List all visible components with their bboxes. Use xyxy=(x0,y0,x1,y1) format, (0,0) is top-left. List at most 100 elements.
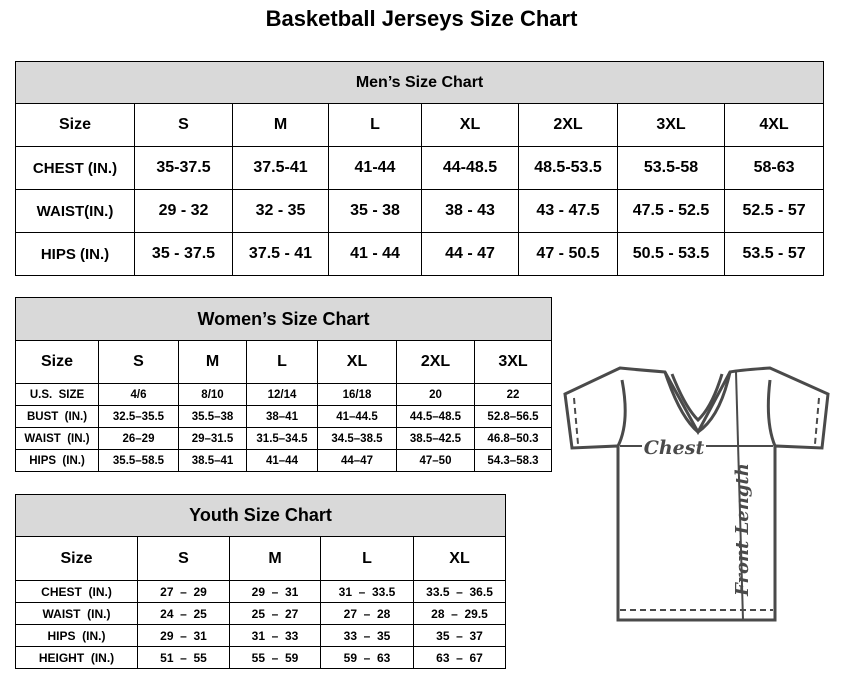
front-length-label: Front Length xyxy=(732,463,753,597)
row-label: HEIGHT (IN.) xyxy=(15,646,138,669)
table-cell: 50.5 - 53.5 xyxy=(617,232,725,276)
table-cell: 35 - 37.5 xyxy=(134,232,233,276)
column-header: 2XL xyxy=(396,340,475,384)
column-header: M xyxy=(229,536,321,581)
table-heading: Men’s Size Chart xyxy=(14,61,825,104)
table-cell: 24 – 25 xyxy=(137,602,230,625)
column-header: M xyxy=(232,103,329,147)
row-label: WAIST(IN.) xyxy=(15,189,135,233)
table-cell: 38.5–42.5 xyxy=(396,427,475,450)
table-cell: 29–31.5 xyxy=(178,427,247,450)
chest-label: Chest xyxy=(644,437,705,459)
table-row: U.S. SIZE 4/6 8/10 12/14 16/18 20 22 xyxy=(15,383,553,406)
table-cell: 16/18 xyxy=(317,383,397,406)
column-header: L xyxy=(246,340,318,384)
column-header: XL xyxy=(412,536,507,581)
column-header: Size xyxy=(15,340,99,384)
row-label: HIPS (IN.) xyxy=(15,232,135,276)
table-cell: 32 - 35 xyxy=(232,189,329,233)
table-cell: 43 - 47.5 xyxy=(518,189,618,233)
table-row: HIPS (IN.) 35 - 37.5 37.5 - 41 41 - 44 44 - … xyxy=(15,232,825,276)
table-cell: 4/6 xyxy=(98,383,179,406)
table-cell: 44 - 47 xyxy=(421,232,519,276)
table-row: CHEST (IN.) 35-37.5 37.5-41 41-44 44-48.5 48.… xyxy=(15,146,825,190)
table-row: HIPS (IN.) 29 – 31 31 – 33 33 – 35 35 – 37 xyxy=(15,624,507,647)
table-heading: Youth Size Chart xyxy=(14,494,507,537)
column-header: L xyxy=(328,103,422,147)
table-row: WAIST (IN.) 26–29 29–31.5 31.5–34.5 34.5–38.… xyxy=(15,427,553,450)
row-label: CHEST (IN.) xyxy=(15,146,135,190)
table-cell: 31.5–34.5 xyxy=(246,427,318,450)
page-title: Basketball Jerseys Size Chart xyxy=(265,6,578,31)
table-cell: 44-48.5 xyxy=(421,146,519,190)
table-cell: 63 – 67 xyxy=(412,646,507,669)
table-cell: 20 xyxy=(396,383,475,406)
table-cell: 22 xyxy=(473,383,553,406)
table-cell: 26–29 xyxy=(98,427,179,450)
table-cell: 52.5 - 57 xyxy=(723,189,825,233)
table-row: HEIGHT (IN.) 51 – 55 55 – 59 59 – 63 63 – 67 xyxy=(15,646,507,669)
column-header: S xyxy=(134,103,233,147)
table-cell: 33 – 35 xyxy=(320,624,414,647)
table-cell: 38 - 43 xyxy=(421,189,519,233)
table-cell: 29 – 31 xyxy=(137,624,230,647)
jersey-outline xyxy=(563,366,830,622)
column-header: M xyxy=(178,340,247,384)
table-cell: 53.5-58 xyxy=(617,146,725,190)
table-cell: 35.5–38 xyxy=(178,405,247,428)
table-cell: 46.8–50.3 xyxy=(473,427,553,450)
table-cell: 38.5–41 xyxy=(178,449,247,472)
column-header: S xyxy=(98,340,179,384)
mens-size-table: Men’s Size Chart Size S M L XL 2XL 3XL 4XL CHEST … xyxy=(14,61,825,276)
size-header-row: Size S M L XL xyxy=(15,536,507,581)
table-cell: 38–41 xyxy=(246,405,318,428)
table-cell: 31 – 33.5 xyxy=(320,580,414,603)
table-cell: 55 – 59 xyxy=(229,646,321,669)
youth-size-table: Youth Size Chart Size S M L XL CHEST (IN.) 27 –… xyxy=(14,494,507,669)
row-label: WAIST (IN.) xyxy=(15,602,138,625)
table-row: WAIST(IN.) 29 - 32 32 - 35 35 - 38 38 - 43 43… xyxy=(15,189,825,233)
table-cell: 27 – 29 xyxy=(137,580,230,603)
size-header-row: Size S M L XL 2XL 3XL xyxy=(15,340,553,384)
womens-size-table: Women’s Size Chart Size S M L XL 2XL 3XL U.S. SI… xyxy=(14,297,553,472)
table-row: BUST (IN.) 32.5–35.5 35.5–38 38–41 41–44.5 44… xyxy=(15,405,553,428)
table-cell: 35 - 38 xyxy=(328,189,422,233)
table-cell: 41–44 xyxy=(246,449,318,472)
table-cell: 52.8–56.5 xyxy=(473,405,553,428)
table-cell: 37.5-41 xyxy=(232,146,329,190)
row-label: CHEST (IN.) xyxy=(15,580,138,603)
table-row: CHEST (IN.) 27 – 29 29 – 31 31 – 33.5 33.5 –… xyxy=(15,580,507,603)
column-header: 2XL xyxy=(518,103,618,147)
table-cell: 29 – 31 xyxy=(229,580,321,603)
row-label: HIPS (IN.) xyxy=(15,449,99,472)
table-cell: 41–44.5 xyxy=(317,405,397,428)
column-header: Size xyxy=(15,536,138,581)
table-cell: 12/14 xyxy=(246,383,318,406)
row-label: U.S. SIZE xyxy=(15,383,99,406)
column-header: S xyxy=(137,536,230,581)
table-cell: 32.5–35.5 xyxy=(98,405,179,428)
table-heading: Women’s Size Chart xyxy=(14,297,553,341)
table-cell: 37.5 - 41 xyxy=(232,232,329,276)
row-label: HIPS (IN.) xyxy=(15,624,138,647)
jersey-diagram: Chest Front Length xyxy=(563,366,830,622)
table-cell: 33.5 – 36.5 xyxy=(412,580,507,603)
table-row: HIPS (IN.) 35.5–58.5 38.5–41 41–44 44–47 47–5… xyxy=(15,449,553,472)
table-cell: 44–47 xyxy=(317,449,397,472)
table-cell: 58-63 xyxy=(723,146,825,190)
column-header: 4XL xyxy=(723,103,825,147)
table-cell: 35.5–58.5 xyxy=(98,449,179,472)
table-cell: 59 – 63 xyxy=(320,646,414,669)
column-header: Size xyxy=(15,103,135,147)
table-cell: 27 – 28 xyxy=(320,602,414,625)
column-header: L xyxy=(320,536,414,581)
column-header: 3XL xyxy=(617,103,725,147)
table-cell: 54.3–58.3 xyxy=(473,449,553,472)
table-cell: 35 – 37 xyxy=(412,624,507,647)
table-cell: 34.5–38.5 xyxy=(317,427,397,450)
column-header: 3XL xyxy=(473,340,553,384)
table-row: WAIST (IN.) 24 – 25 25 – 27 27 – 28 28 – 29.… xyxy=(15,602,507,625)
table-cell: 41 - 44 xyxy=(328,232,422,276)
table-cell: 47.5 - 52.5 xyxy=(617,189,725,233)
table-cell: 28 – 29.5 xyxy=(412,602,507,625)
